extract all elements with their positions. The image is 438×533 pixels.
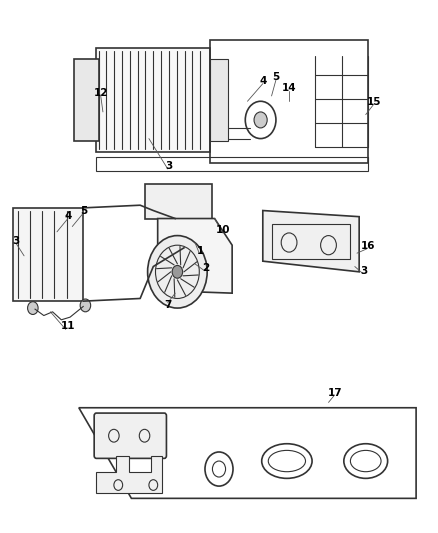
Text: 4: 4 [64,211,71,221]
Circle shape [28,302,38,314]
Text: 2: 2 [202,263,209,272]
Text: 4: 4 [259,76,266,86]
Circle shape [172,265,183,278]
Text: 10: 10 [216,225,231,235]
Bar [210,40,368,163]
Bar [13,208,83,301]
Text: 5: 5 [81,206,88,215]
Bar [96,157,368,171]
Bar [96,48,210,152]
Polygon shape [263,211,359,272]
Polygon shape [158,219,232,293]
Text: 14: 14 [282,83,297,93]
Bar [272,224,350,259]
Text: 3: 3 [13,236,20,246]
Bar [145,184,212,219]
Circle shape [80,299,91,312]
Bar [210,59,228,141]
FancyBboxPatch shape [94,413,166,458]
Text: 3: 3 [360,266,367,276]
Bar [74,59,99,141]
Text: 16: 16 [360,241,375,251]
Text: 5: 5 [272,72,279,82]
Circle shape [148,236,207,308]
Text: 12: 12 [93,88,108,98]
Text: 3: 3 [165,161,172,171]
Circle shape [254,112,267,128]
Polygon shape [96,456,162,493]
Text: 1: 1 [197,246,204,255]
Text: 17: 17 [328,389,343,398]
Text: 15: 15 [367,98,382,107]
Text: 7: 7 [164,300,171,310]
Text: 11: 11 [60,321,75,331]
